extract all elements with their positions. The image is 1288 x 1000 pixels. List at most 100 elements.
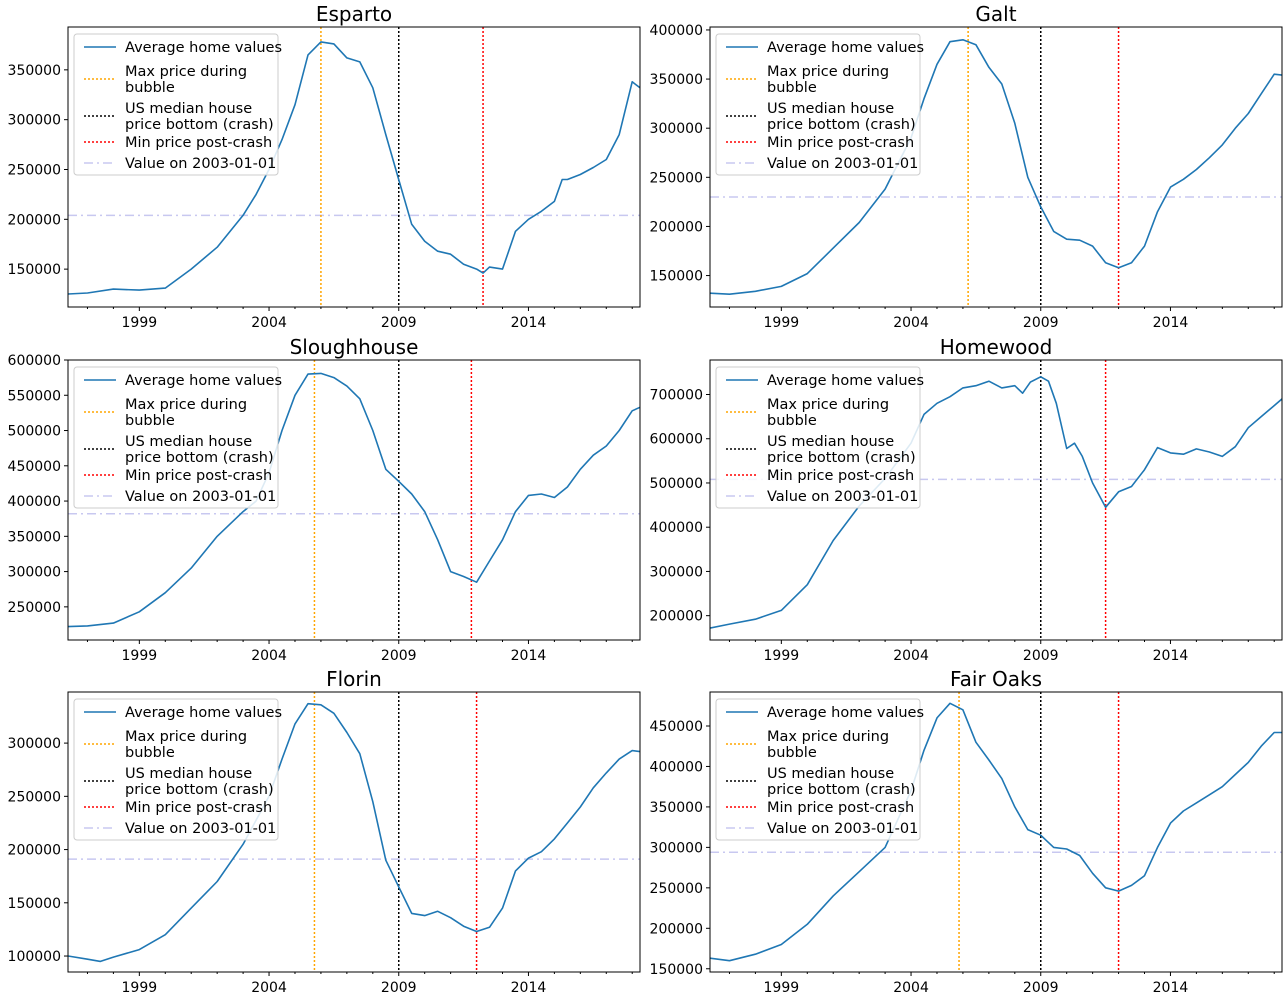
- y-tick-label: 200000: [650, 921, 703, 937]
- chart-panel-4: Florin 100000 150000 200000 250000 300000 1999…: [8, 667, 641, 996]
- legend-label: Min price post-crash: [767, 800, 914, 816]
- y-tick-label: 450000: [8, 459, 61, 475]
- plot-area: [710, 692, 1282, 972]
- plot-area: [68, 27, 640, 307]
- x-tick-label: 2004: [251, 315, 287, 331]
- y-tick-label: 150000: [8, 262, 61, 278]
- legend-label: Max price during bubble: [767, 729, 889, 761]
- legend: Average home values Max price during bubbl…: [73, 33, 282, 176]
- y-tick-label: 300000: [8, 736, 61, 752]
- x-tick-label: 2009: [381, 648, 417, 664]
- legend-box: [73, 33, 279, 176]
- legend-box: [715, 698, 921, 841]
- x-tick-label: 2009: [1023, 648, 1059, 664]
- y-tick-label: 150000: [8, 896, 61, 912]
- average-home-values-series: [68, 372, 640, 628]
- legend: Average home values Max price during bubbl…: [73, 366, 282, 509]
- legend-label: Average home values: [767, 705, 924, 721]
- x-tick-label: 1999: [122, 648, 158, 664]
- y-tick-label: 300000: [8, 565, 61, 581]
- axes-frame: [709, 691, 1283, 973]
- legend-label: Average home values: [125, 373, 282, 389]
- x-tick-label: 1999: [764, 315, 800, 331]
- legend-label: Average home values: [125, 40, 282, 56]
- legend-label: Average home values: [125, 705, 282, 721]
- chart-title: Homewood: [940, 335, 1053, 359]
- legend-label: US median house price bottom (crash): [125, 434, 274, 466]
- legend-label: US median house price bottom (crash): [125, 766, 274, 798]
- chart-panel-0: Esparto 150000 200000 250000 300000 350000 199…: [8, 2, 641, 331]
- y-tick-label: 250000: [8, 789, 61, 805]
- y-tick-label: 300000: [8, 113, 61, 129]
- y-tick-label: 200000: [8, 843, 61, 859]
- legend-label: Value on 2003-01-01: [767, 821, 918, 837]
- legend-box: [715, 366, 921, 509]
- y-tick-label: 200000: [650, 609, 703, 625]
- plot-area: [710, 27, 1282, 307]
- legend: Average home values Max price during bubbl…: [73, 698, 282, 841]
- x-tick-label: 2009: [1023, 315, 1059, 331]
- y-tick-label: 400000: [8, 494, 61, 510]
- legend-label: Min price post-crash: [125, 135, 272, 151]
- x-tick-label: 2009: [381, 980, 417, 996]
- axes-frame: [67, 359, 641, 641]
- chart-panel-2: Sloughhouse 250000 300000 350000 400000 45000…: [8, 335, 641, 664]
- x-tick-label: 2004: [251, 980, 287, 996]
- y-tick-label: 300000: [650, 564, 703, 580]
- x-tick-label: 2014: [511, 648, 547, 664]
- legend-label: Average home values: [767, 373, 924, 389]
- chart-title: Fair Oaks: [950, 667, 1042, 691]
- legend-label: US median house price bottom (crash): [767, 766, 916, 798]
- legend-label: Min price post-crash: [767, 468, 914, 484]
- x-tick-label: 2004: [251, 648, 287, 664]
- y-tick-label: 250000: [8, 600, 61, 616]
- x-tick-label: 1999: [122, 315, 158, 331]
- x-tick-label: 2014: [1153, 315, 1189, 331]
- x-tick-label: 2014: [511, 315, 547, 331]
- average-home-values-series: [68, 702, 640, 963]
- legend-label: Value on 2003-01-01: [125, 489, 276, 505]
- y-tick-label: 300000: [650, 840, 703, 856]
- x-tick-label: 1999: [122, 980, 158, 996]
- legend-box: [73, 698, 279, 841]
- y-tick-label: 700000: [650, 388, 703, 404]
- axes-frame: [709, 359, 1283, 641]
- y-tick-label: 500000: [8, 424, 61, 440]
- legend-label: Max price during bubble: [767, 397, 889, 429]
- x-tick-label: 2004: [893, 980, 929, 996]
- average-home-values-series: [710, 38, 1282, 296]
- plot-area: [68, 692, 640, 972]
- axes-frame: [709, 26, 1283, 308]
- chart-title: Esparto: [316, 2, 392, 26]
- y-tick-label: 350000: [8, 63, 61, 79]
- legend-label: Value on 2003-01-01: [125, 821, 276, 837]
- y-tick-label: 600000: [650, 432, 703, 448]
- average-home-values-series: [68, 41, 640, 295]
- legend: Average home values Max price during bubbl…: [715, 366, 924, 509]
- legend-label: Value on 2003-01-01: [767, 489, 918, 505]
- x-tick-label: 2004: [893, 648, 929, 664]
- legend-label: Min price post-crash: [125, 468, 272, 484]
- legend: Average home values Max price during bubbl…: [715, 698, 924, 841]
- legend-label: Min price post-crash: [125, 800, 272, 816]
- y-tick-label: 450000: [650, 719, 703, 735]
- y-tick-label: 200000: [8, 212, 61, 228]
- x-tick-label: 2009: [381, 315, 417, 331]
- y-tick-label: 250000: [650, 170, 703, 186]
- x-tick-label: 1999: [764, 648, 800, 664]
- legend-label: Max price during bubble: [125, 397, 247, 429]
- y-tick-label: 600000: [8, 353, 61, 369]
- average-home-values-series: [710, 702, 1282, 962]
- y-tick-label: 200000: [650, 219, 703, 235]
- legend-label: Value on 2003-01-01: [767, 156, 918, 172]
- y-tick-label: 350000: [650, 72, 703, 88]
- chart-title: Florin: [326, 667, 382, 691]
- chart-panel-5: Fair Oaks 150000 200000 250000 300000 350000 4…: [650, 667, 1283, 996]
- chart-panel-1: Galt 150000 200000 250000 300000 350000 400000…: [650, 2, 1283, 331]
- x-tick-label: 2004: [893, 315, 929, 331]
- x-tick-label: 2014: [1153, 648, 1189, 664]
- legend-label: Max price during bubble: [125, 64, 247, 96]
- plot-area: [68, 360, 640, 640]
